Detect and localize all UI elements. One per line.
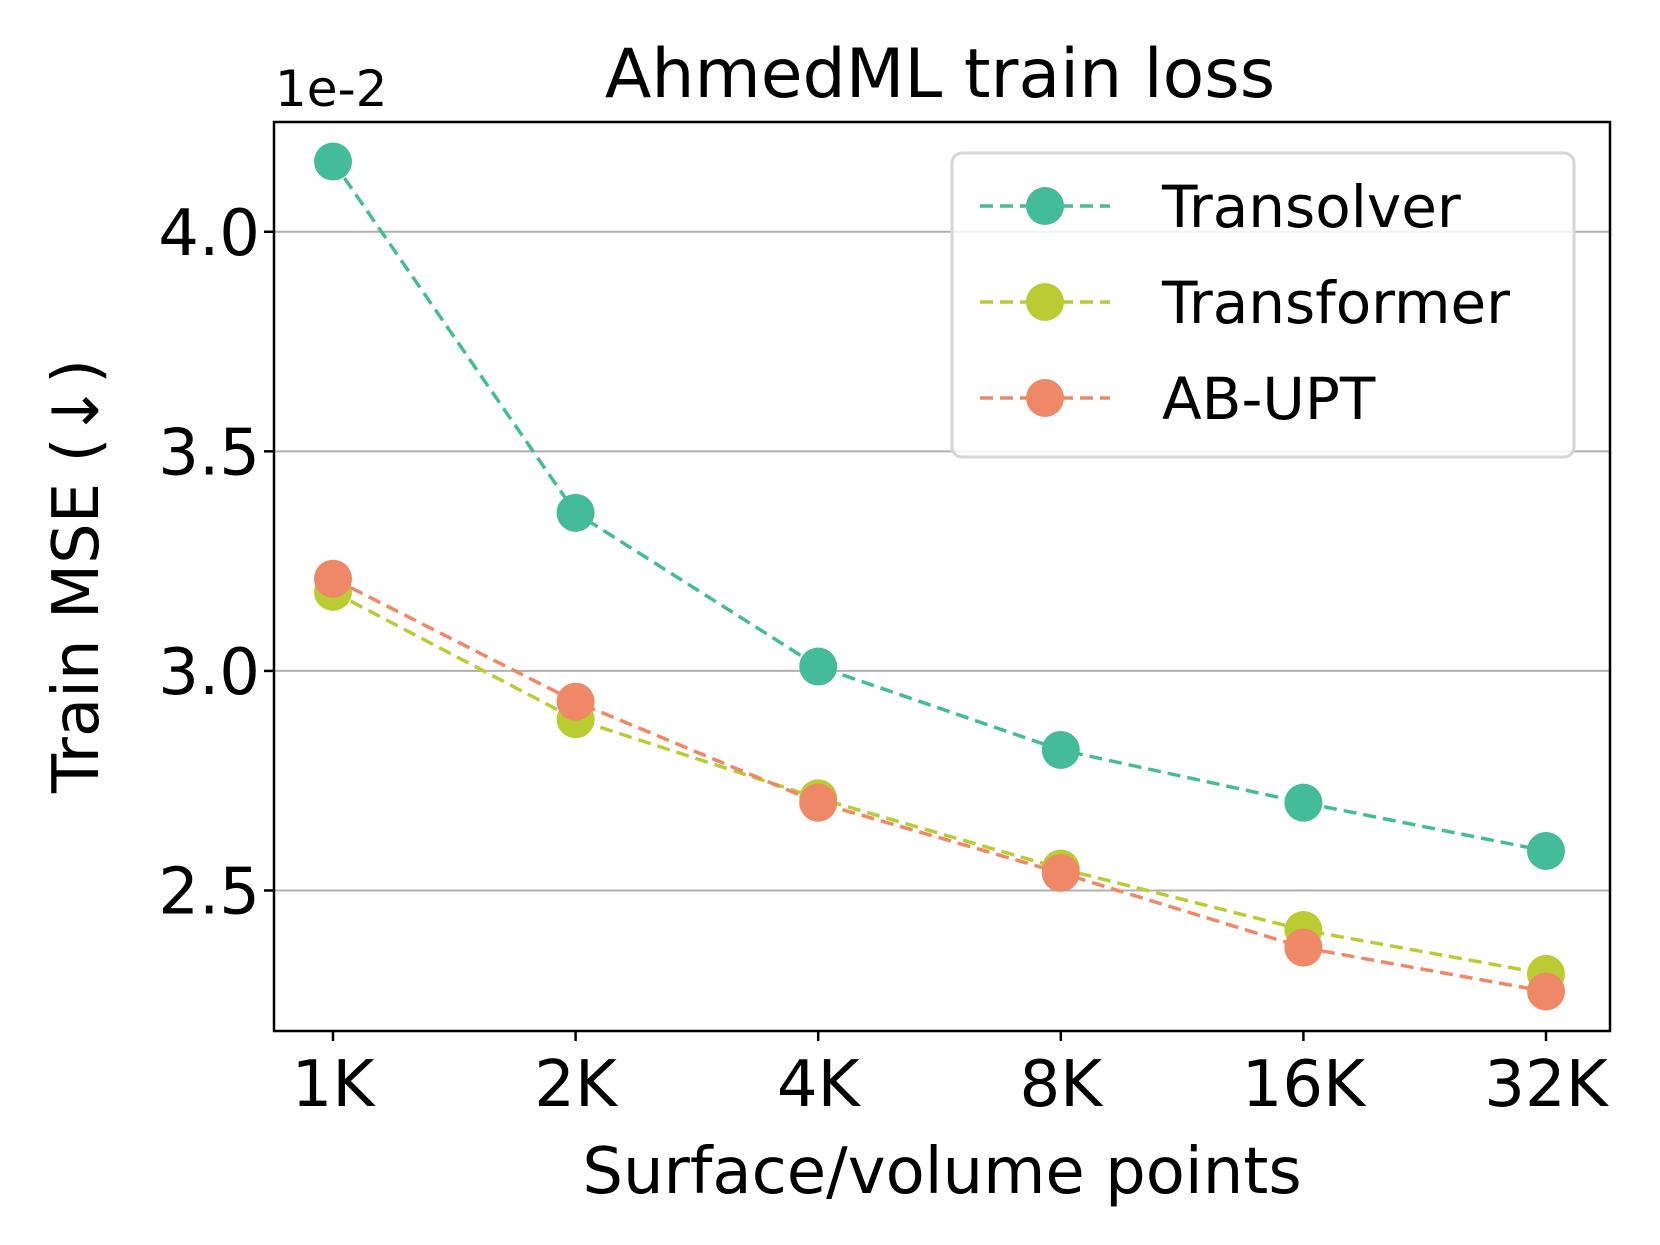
data-point-ab-upt: [1041, 853, 1080, 892]
plot-frame: [272, 120, 1612, 1033]
series-ab-upt: [314, 559, 1565, 1011]
data-point-ab-upt: [556, 682, 595, 721]
legend-label-transolver: Transolver: [1161, 173, 1461, 241]
series-layer: [314, 142, 1565, 1011]
y-tick-label: 3.5: [158, 416, 260, 490]
data-point-ab-upt: [1527, 972, 1565, 1011]
y-tick-label: 2.5: [158, 855, 260, 929]
data-point-ab-upt: [799, 783, 838, 822]
legend-marker-transolver: [1026, 187, 1064, 225]
legend-marker-transformer: [1026, 283, 1064, 321]
y-axis-label: Train MSE (↓): [40, 359, 114, 794]
chart-title: AhmedML train loss: [605, 35, 1275, 114]
data-point-transolver: [556, 493, 595, 532]
x-axis-ticks: 1K 2K 4K 8K 16K 32K: [292, 1031, 1610, 1122]
data-point-ab-upt: [314, 559, 352, 598]
x-tick-label: 8K: [1019, 1048, 1104, 1122]
x-tick-label: 1K: [292, 1048, 377, 1122]
legend: Transolver Transformer AB-UPT: [950, 151, 1576, 459]
data-point-transolver: [799, 647, 838, 686]
series-line-ab-upt: [332, 577, 1547, 994]
data-point-transolver: [1527, 831, 1565, 870]
data-point-transolver: [314, 142, 352, 181]
x-tick-label: 32K: [1484, 1048, 1609, 1122]
legend-box: [950, 151, 1576, 459]
x-tick-label: 2K: [534, 1048, 619, 1122]
y-tick-label: 4.0: [158, 197, 260, 271]
series-transformer: [314, 572, 1565, 993]
x-axis-label: Surface/volume points: [582, 1135, 1301, 1209]
y-axis-ticks: 2.5 3.0 3.5 4.0: [158, 197, 274, 929]
x-tick-label: 16K: [1242, 1048, 1367, 1122]
data-point-ab-upt: [1284, 928, 1323, 967]
legend-label-ab-upt: AB-UPT: [1162, 365, 1376, 433]
y-tick-label: 3.0: [158, 636, 260, 710]
data-point-transolver: [1041, 730, 1080, 769]
series-transolver: [314, 142, 1565, 870]
x-tick-label: 4K: [777, 1048, 862, 1122]
legend-marker-ab-upt: [1026, 379, 1064, 417]
series-line-transolver: [331, 160, 1547, 853]
data-point-transolver: [1284, 783, 1323, 822]
series-line-transformer: [332, 590, 1547, 976]
y-offset-label: 1e-2: [275, 60, 387, 118]
legend-label-transformer: Transformer: [1161, 269, 1510, 337]
